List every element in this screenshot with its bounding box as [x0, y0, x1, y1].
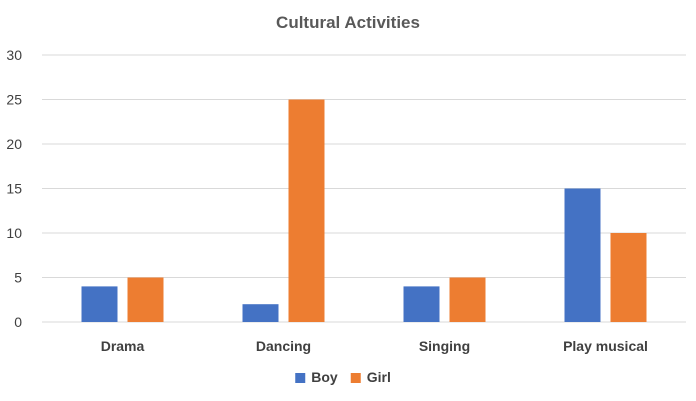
bar-boy-dancing — [242, 304, 279, 322]
y-tick-label: 10 — [6, 225, 22, 241]
bar-girl-play-musical — [610, 233, 647, 322]
x-category-label: Dancing — [256, 338, 311, 354]
bar-boy-play-musical — [564, 188, 601, 322]
y-tick-label: 15 — [6, 181, 22, 197]
y-tick-label: 20 — [6, 136, 22, 152]
bar-boy-drama — [81, 286, 118, 322]
legend-label-boy: Boy — [311, 369, 338, 385]
bar-boy-singing — [403, 286, 440, 322]
x-category-label: Singing — [419, 338, 470, 354]
legend-swatch-boy — [295, 373, 306, 383]
x-category-label: Play musical — [563, 338, 648, 354]
legend: Boy Girl — [295, 369, 391, 385]
chart-title: Cultural Activities — [276, 13, 420, 32]
bar-girl-singing — [449, 277, 486, 322]
y-axis-ticks: 0 5 10 15 20 25 30 — [6, 47, 22, 330]
y-tick-label: 30 — [6, 47, 22, 63]
bars — [81, 99, 647, 322]
legend-label-girl: Girl — [367, 369, 391, 385]
x-axis-categories: Drama Dancing Singing Play musical — [101, 338, 648, 354]
bar-girl-drama — [127, 277, 164, 322]
y-tick-label: 0 — [14, 314, 22, 330]
x-category-label: Drama — [101, 338, 145, 354]
y-tick-label: 5 — [14, 270, 22, 286]
y-tick-label: 25 — [6, 92, 22, 108]
bar-girl-dancing — [288, 99, 325, 322]
legend-swatch-girl — [350, 373, 361, 383]
